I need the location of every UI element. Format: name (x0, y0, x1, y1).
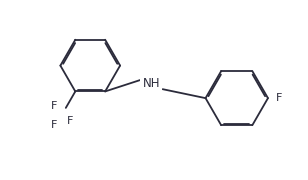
Text: NH: NH (143, 77, 160, 90)
Text: F: F (51, 120, 57, 130)
Text: F: F (276, 93, 282, 103)
Text: F: F (67, 116, 74, 126)
Text: F: F (51, 101, 57, 111)
